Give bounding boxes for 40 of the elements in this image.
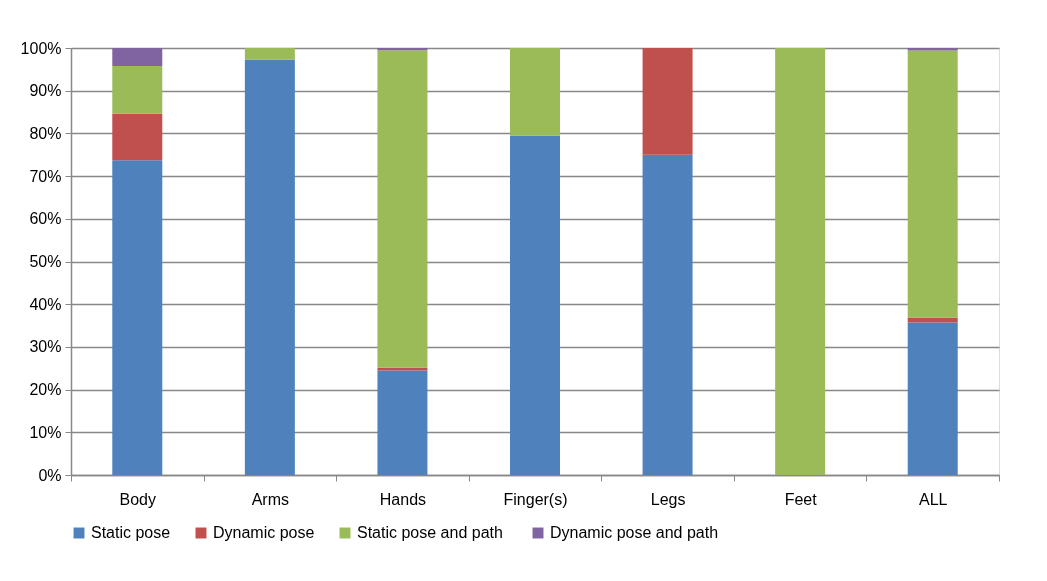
bar [642, 48, 693, 155]
x-tick-label: Legs [650, 490, 686, 508]
y-tick-label: 90% [29, 82, 62, 100]
y-tick-label: 40% [29, 295, 62, 313]
legend-label: Dynamic pose [213, 524, 315, 541]
bar [775, 48, 826, 475]
x-tick-label: Body [119, 490, 157, 508]
bar [907, 48, 958, 51]
x-tick-label: Feet [784, 490, 818, 508]
bar [244, 59, 295, 475]
bar [112, 160, 163, 475]
bar [510, 135, 560, 475]
y-tick-label: 60% [29, 210, 62, 228]
legend-label: Static pose [91, 524, 171, 541]
bar [377, 50, 428, 368]
bar [907, 322, 958, 475]
y-tick-label: 0% [38, 466, 62, 484]
y-tick-label: 20% [29, 381, 62, 399]
bar [642, 154, 693, 475]
x-tick-label: Finger(s) [503, 490, 568, 508]
x-tick-label: ALL [918, 490, 948, 508]
bar [377, 48, 428, 51]
bar [112, 113, 163, 161]
y-tick-label: 50% [29, 253, 62, 270]
bar [112, 65, 163, 114]
bar [244, 48, 295, 60]
y-tick-label: 80% [29, 124, 62, 142]
bar [112, 48, 163, 66]
y-tick-label: 100% [20, 39, 62, 57]
y-tick-label: 30% [29, 338, 62, 356]
y-tick-label: 70% [29, 167, 62, 185]
bar [907, 317, 958, 323]
bar [377, 370, 428, 475]
legend-label: Dynamic pose and path [550, 524, 719, 541]
bar [907, 50, 958, 318]
legend-label: Static pose and path [357, 524, 503, 541]
bar [510, 48, 560, 136]
y-tick-label: 10% [29, 423, 62, 441]
x-tick-label: Hands [379, 490, 427, 508]
x-tick-label: Arms [251, 490, 290, 508]
